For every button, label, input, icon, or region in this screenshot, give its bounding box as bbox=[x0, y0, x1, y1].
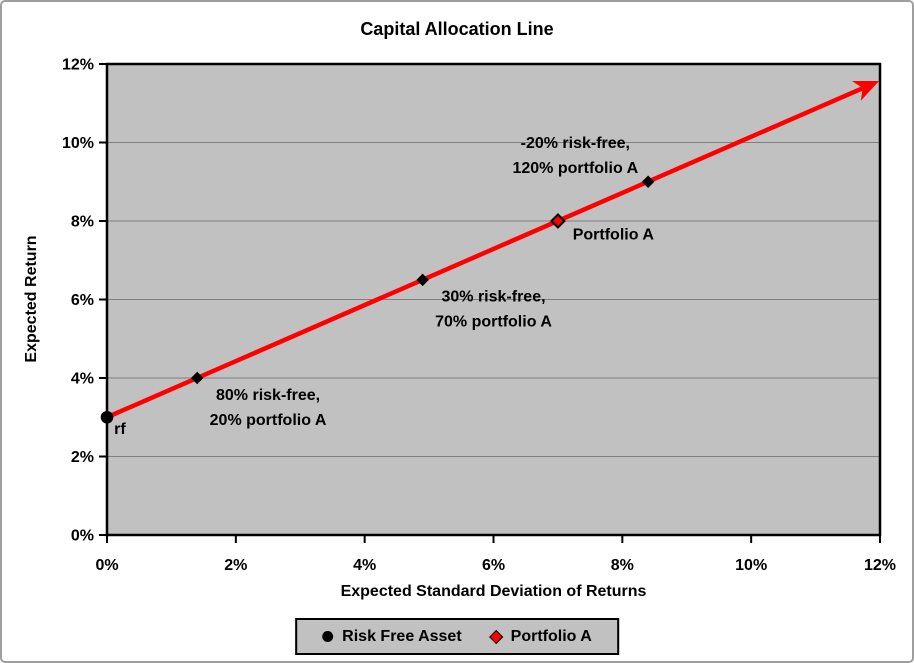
x-tick-label: 8% bbox=[611, 557, 634, 574]
annotation-label: Portfolio A bbox=[573, 227, 655, 244]
x-tick-label: 10% bbox=[735, 557, 767, 574]
annotation-label: -20% risk-free, 120% portfolio A bbox=[512, 135, 638, 177]
data-point-allocation-mixes bbox=[190, 371, 204, 385]
data-point-portfolio-a bbox=[550, 213, 566, 229]
x-tick-label: 12% bbox=[864, 557, 896, 574]
legend-item-portfolio-a: Portfolio A bbox=[489, 627, 592, 646]
data-point-allocation-mixes bbox=[416, 273, 429, 287]
y-tick-label: 12% bbox=[62, 57, 94, 74]
x-tick-label: 4% bbox=[353, 557, 376, 574]
x-tick-label: 6% bbox=[482, 557, 505, 574]
y-tick-label: 8% bbox=[71, 214, 94, 231]
legend-label-risk-free-asset: Risk Free Asset bbox=[342, 627, 462, 645]
x-tick-label: 0% bbox=[95, 557, 118, 574]
annotation-label: rf bbox=[114, 421, 126, 438]
chart-title: Capital Allocation Line bbox=[360, 19, 554, 39]
legend-item-risk-free-asset: Risk Free Asset bbox=[322, 627, 462, 646]
cal-line bbox=[106, 80, 880, 420]
circle-marker-icon bbox=[322, 631, 334, 642]
y-tick-label: 10% bbox=[62, 135, 94, 152]
legend-label-portfolio-a: Portfolio A bbox=[510, 627, 592, 645]
x-axis-title: Expected Standard Deviation of Returns bbox=[340, 583, 647, 600]
y-tick-label: 4% bbox=[71, 371, 94, 388]
data-point-risk-free-asset bbox=[100, 410, 114, 424]
annotation-label: 80% risk-free, 20% portfolio A bbox=[210, 387, 327, 429]
y-tick-label: 0% bbox=[71, 528, 94, 545]
data-point-allocation-mixes bbox=[641, 175, 655, 188]
y-tick-label: 2% bbox=[71, 449, 94, 466]
annotation-label: 30% risk-free, 70% portfolio A bbox=[435, 289, 552, 331]
diamond-marker-icon bbox=[489, 629, 504, 644]
legend: Risk Free Asset Portfolio A bbox=[295, 618, 619, 655]
x-tick-label: 2% bbox=[224, 557, 247, 574]
y-tick-label: 6% bbox=[71, 292, 94, 309]
y-axis-title: Expected Return bbox=[23, 235, 40, 363]
